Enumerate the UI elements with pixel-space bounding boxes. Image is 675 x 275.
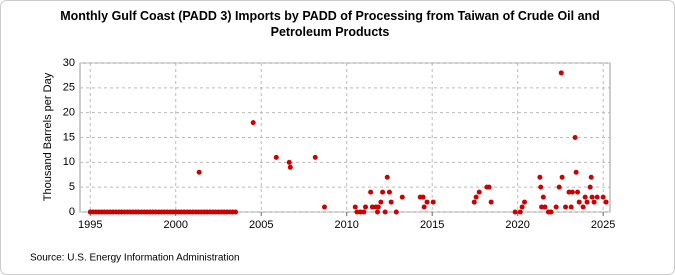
data-point <box>420 194 426 200</box>
data-point <box>572 135 578 140</box>
data-point <box>273 154 279 160</box>
y-axis-label: Thousand Barrels per Day <box>42 72 54 201</box>
data-point <box>512 209 518 215</box>
data-point <box>384 174 390 180</box>
data-point <box>540 194 546 200</box>
data-point <box>559 174 565 180</box>
data-point <box>424 199 430 205</box>
data-point <box>380 189 386 195</box>
data-point <box>250 120 256 126</box>
data-point <box>486 184 492 190</box>
data-point <box>399 194 405 200</box>
data-point <box>568 204 574 210</box>
x-tick-label: 2010 <box>334 219 358 231</box>
y-tick-label: 0 <box>69 206 75 218</box>
data-point <box>539 204 545 210</box>
data-point <box>382 209 388 215</box>
data-point <box>573 169 579 175</box>
data-point <box>563 204 569 210</box>
data-point <box>548 209 554 215</box>
data-point <box>352 204 358 210</box>
x-tick-label: 1995 <box>78 219 102 231</box>
data-point <box>476 189 482 195</box>
data-point <box>471 199 477 205</box>
data-point <box>393 209 399 215</box>
data-point <box>286 159 292 165</box>
y-tick-label: 15 <box>63 131 75 143</box>
data-point <box>488 199 494 205</box>
data-point <box>566 189 572 195</box>
data-point <box>519 204 525 210</box>
x-tick-label: 2000 <box>163 219 187 231</box>
data-point <box>312 154 318 160</box>
data-point <box>591 199 597 205</box>
data-point <box>569 189 575 195</box>
data-point <box>287 164 293 170</box>
data-point <box>233 209 239 215</box>
data-point <box>430 199 436 205</box>
data-point <box>363 204 369 210</box>
data-point <box>522 199 528 205</box>
data-point <box>196 169 202 175</box>
data-point <box>357 209 363 215</box>
data-point <box>473 194 479 200</box>
data-point <box>388 199 394 205</box>
data-point <box>589 194 595 200</box>
data-point <box>537 174 543 180</box>
data-point <box>594 194 600 200</box>
data-point <box>584 199 590 205</box>
data-point <box>368 189 374 195</box>
chart-title: Monthly Gulf Coast (PADD 3) Imports by P… <box>60 9 600 39</box>
data-point <box>556 184 562 190</box>
data-point <box>361 209 367 215</box>
data-point <box>375 204 381 210</box>
x-tick-label: 2015 <box>420 219 444 231</box>
data-point <box>587 184 593 190</box>
data-point <box>575 189 581 195</box>
data-point <box>553 204 559 210</box>
source-note: Source: U.S. Energy Information Administ… <box>30 253 240 264</box>
data-point <box>354 209 360 215</box>
data-point <box>603 199 609 205</box>
data-point <box>558 70 564 76</box>
data-point <box>580 204 586 210</box>
y-tick-label: 25 <box>63 82 75 94</box>
data-point <box>421 204 427 210</box>
data-point <box>576 199 582 205</box>
data-point <box>369 204 375 210</box>
y-tick-label: 30 <box>63 57 75 69</box>
y-tick-label: 5 <box>69 181 75 193</box>
x-tick-label: 2025 <box>591 219 615 231</box>
data-point <box>542 204 548 210</box>
data-point <box>600 194 606 200</box>
data-point <box>378 199 384 205</box>
data-point <box>386 189 392 195</box>
data-point <box>538 184 544 190</box>
y-tick-label: 20 <box>63 107 75 119</box>
data-point <box>321 204 327 210</box>
y-tick-label: 10 <box>63 156 75 168</box>
x-tick-label: 2020 <box>505 219 529 231</box>
x-tick-label: 2005 <box>249 219 273 231</box>
data-point <box>582 194 588 200</box>
data-point <box>374 209 380 215</box>
data-point <box>517 209 523 215</box>
data-point <box>588 174 594 180</box>
